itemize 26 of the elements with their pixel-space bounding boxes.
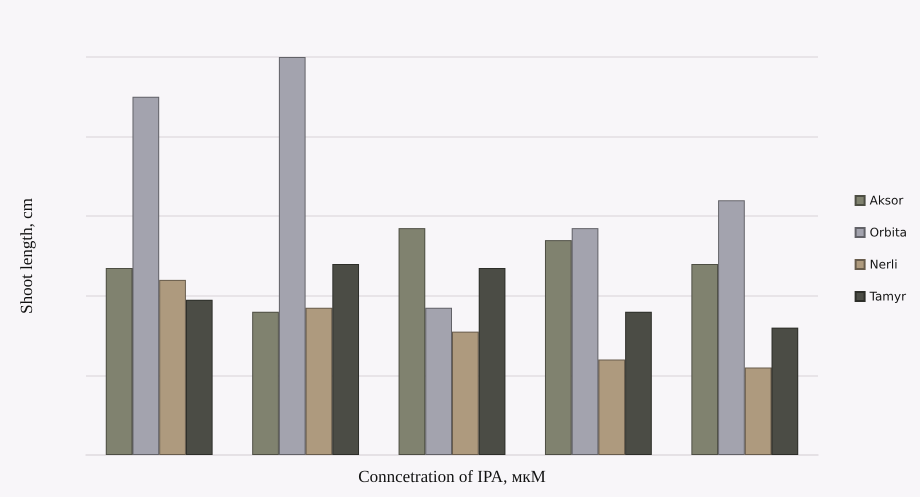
bar <box>452 332 479 455</box>
bar <box>278 57 306 455</box>
bar <box>306 308 332 455</box>
legend-label: Orbita <box>870 226 907 240</box>
legend-label: Aksor <box>870 194 904 208</box>
legend-label: Tamyr <box>868 290 906 304</box>
bar <box>132 96 160 455</box>
bar <box>572 228 598 455</box>
bar <box>744 367 772 455</box>
bar <box>598 359 626 455</box>
legend-label: Nerli <box>870 258 898 272</box>
bar <box>691 264 718 455</box>
bar <box>159 280 186 455</box>
bar <box>425 308 452 455</box>
bar <box>625 312 652 455</box>
y-axis-title: Shoot length, cm <box>17 198 36 314</box>
bar <box>252 312 279 455</box>
bar <box>332 264 360 455</box>
bar <box>718 200 745 455</box>
bar <box>398 228 426 455</box>
bar <box>186 300 213 455</box>
bar <box>772 328 798 455</box>
bar <box>544 240 572 455</box>
bar <box>106 268 132 455</box>
x-axis-title: Conncetration of IPA, мкМ <box>358 466 546 486</box>
bar <box>478 268 506 455</box>
